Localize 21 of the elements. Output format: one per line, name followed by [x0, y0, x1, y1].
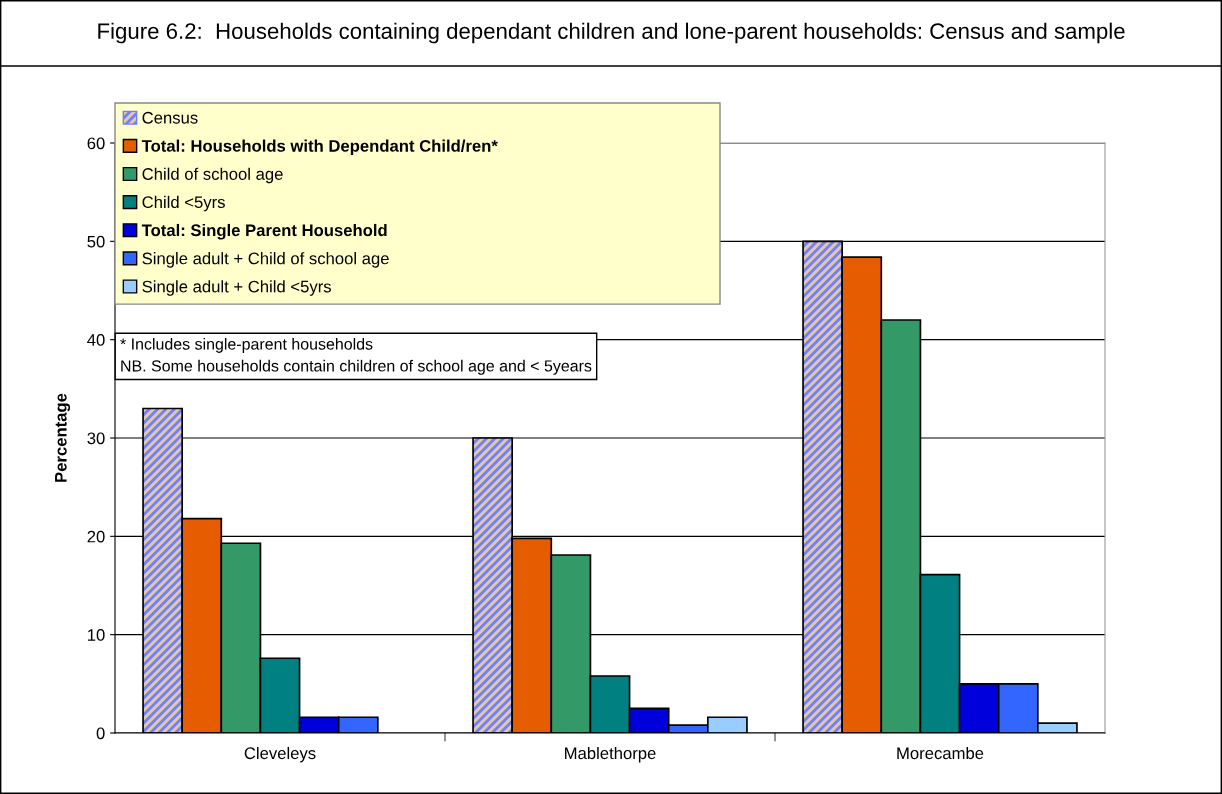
y-tick-label: 10 — [88, 629, 105, 641]
y-tick-label: 40 — [87, 334, 105, 346]
x-tick-label: Morecambe — [897, 746, 984, 760]
y-axis-title: Percentage — [55, 393, 71, 482]
legend-label: Single adult + Child of school age — [142, 252, 389, 268]
legend-label: Total: Single Parent Household — [141, 223, 387, 240]
x-tick-label: Mablethorpe — [565, 746, 656, 763]
chart-title: Figure 6.2: Households containing dependant children and lone-parent households: Census and sample — [98, 22, 1125, 44]
y-tick-label: 30 — [87, 432, 105, 445]
y-tick-label: 20 — [87, 530, 105, 543]
legend-label: Total: Households with Dependant Child/ren* — [141, 139, 498, 156]
legend-label: Single adult + Child <5yrs — [142, 280, 331, 296]
legend-label: Child of school age — [142, 167, 283, 184]
annotation: * Includes single-parent households — [120, 338, 373, 353]
x-tick-label: Cleveleys — [244, 746, 316, 763]
y-tick-label: 60 — [87, 137, 105, 150]
legend-label: Child <5yrs — [142, 195, 225, 212]
y-tick-label: 0 — [96, 727, 105, 740]
y-tick-label: 50 — [87, 235, 105, 248]
annotation: NB. Some households contain children of school age and < 5years — [121, 359, 592, 375]
legend-label: Census — [142, 111, 198, 124]
